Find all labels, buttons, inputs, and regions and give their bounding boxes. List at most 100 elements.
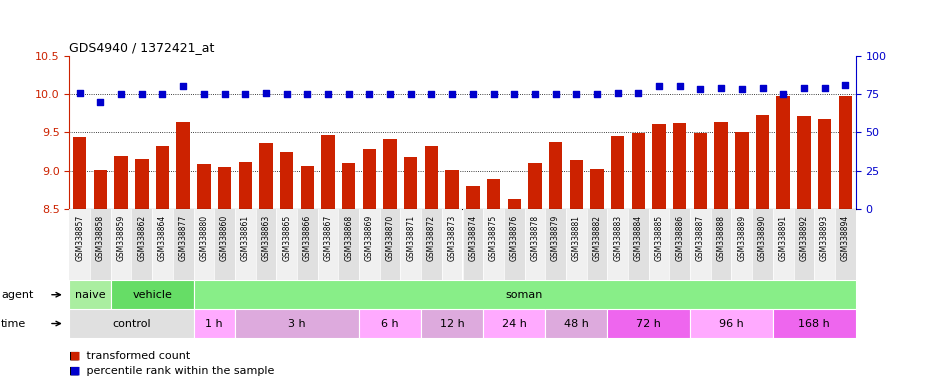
Bar: [714, 122, 728, 209]
Bar: [835, 209, 856, 280]
Point: [734, 86, 749, 93]
Text: GSM338884: GSM338884: [634, 215, 643, 261]
Text: GSM338864: GSM338864: [158, 215, 167, 261]
Point: [714, 85, 729, 91]
Point: [72, 89, 87, 96]
Point: [569, 91, 584, 97]
Text: ■: ■: [70, 366, 80, 376]
Bar: [839, 96, 852, 209]
Text: GSM338861: GSM338861: [240, 215, 250, 261]
Point: [341, 91, 356, 97]
Text: GSM338876: GSM338876: [510, 215, 519, 261]
Bar: [814, 209, 835, 280]
Point: [196, 91, 211, 97]
Bar: [93, 170, 107, 209]
Text: 24 h: 24 h: [501, 318, 526, 329]
Bar: [342, 163, 355, 209]
Text: GSM338874: GSM338874: [468, 215, 477, 261]
Bar: [756, 115, 770, 209]
Text: GSM338893: GSM338893: [820, 215, 829, 261]
Bar: [773, 209, 794, 280]
Bar: [193, 209, 215, 280]
Bar: [255, 209, 277, 280]
Bar: [217, 167, 231, 209]
Text: GSM338863: GSM338863: [262, 215, 270, 261]
Bar: [425, 146, 438, 209]
Point: [651, 83, 666, 89]
Point: [631, 89, 646, 96]
Bar: [421, 309, 483, 338]
Text: GSM338891: GSM338891: [779, 215, 788, 261]
Point: [279, 91, 294, 97]
Bar: [586, 209, 608, 280]
Text: naive: naive: [75, 290, 105, 300]
Text: ■  percentile rank within the sample: ■ percentile rank within the sample: [69, 366, 275, 376]
Bar: [446, 170, 459, 209]
Point: [527, 91, 542, 97]
Point: [589, 91, 604, 97]
Bar: [152, 209, 173, 280]
Bar: [673, 123, 686, 209]
Text: GSM338868: GSM338868: [344, 215, 353, 261]
Bar: [383, 139, 397, 209]
Bar: [466, 186, 479, 209]
Bar: [155, 146, 169, 209]
Text: GSM338889: GSM338889: [737, 215, 746, 261]
Text: GSM338870: GSM338870: [386, 215, 395, 261]
Point: [321, 91, 336, 97]
Text: GSM338883: GSM338883: [613, 215, 623, 261]
Point: [155, 91, 170, 97]
Bar: [549, 142, 562, 209]
Bar: [173, 209, 193, 280]
Bar: [508, 199, 521, 209]
Text: vehicle: vehicle: [132, 290, 172, 300]
Text: GSM338873: GSM338873: [448, 215, 457, 261]
Text: GSM338888: GSM338888: [717, 215, 725, 261]
Point: [176, 83, 191, 89]
Bar: [690, 309, 773, 338]
Bar: [359, 209, 380, 280]
Point: [362, 91, 376, 97]
Text: 168 h: 168 h: [798, 318, 830, 329]
Text: 12 h: 12 h: [439, 318, 464, 329]
Bar: [442, 209, 462, 280]
Bar: [610, 136, 624, 209]
Point: [383, 91, 398, 97]
Bar: [421, 209, 442, 280]
Text: GSM338894: GSM338894: [841, 215, 850, 261]
Point: [796, 85, 811, 91]
Bar: [135, 159, 149, 209]
Point: [134, 91, 149, 97]
Bar: [632, 133, 645, 209]
Text: GSM338886: GSM338886: [675, 215, 684, 261]
Text: GSM338865: GSM338865: [282, 215, 291, 261]
Text: GSM338859: GSM338859: [117, 215, 126, 261]
Text: GSM338867: GSM338867: [324, 215, 332, 261]
Bar: [359, 309, 421, 338]
Bar: [818, 119, 832, 209]
Bar: [524, 209, 545, 280]
Bar: [735, 132, 748, 209]
Text: GSM338882: GSM338882: [593, 215, 601, 261]
Bar: [301, 166, 314, 209]
Bar: [590, 169, 604, 209]
Point: [507, 91, 522, 97]
Bar: [380, 209, 401, 280]
Bar: [794, 209, 814, 280]
Bar: [317, 209, 339, 280]
Bar: [69, 309, 193, 338]
Bar: [277, 209, 297, 280]
Bar: [710, 209, 732, 280]
Text: GSM338857: GSM338857: [75, 215, 84, 261]
Bar: [462, 209, 483, 280]
Bar: [321, 135, 335, 209]
Bar: [628, 209, 648, 280]
Point: [549, 91, 563, 97]
Bar: [670, 209, 690, 280]
Text: GSM338881: GSM338881: [572, 215, 581, 261]
Bar: [297, 209, 317, 280]
Text: GSM338866: GSM338866: [302, 215, 312, 261]
Text: GSM338885: GSM338885: [655, 215, 663, 261]
Text: GSM338872: GSM338872: [427, 215, 436, 261]
Point: [487, 91, 501, 97]
